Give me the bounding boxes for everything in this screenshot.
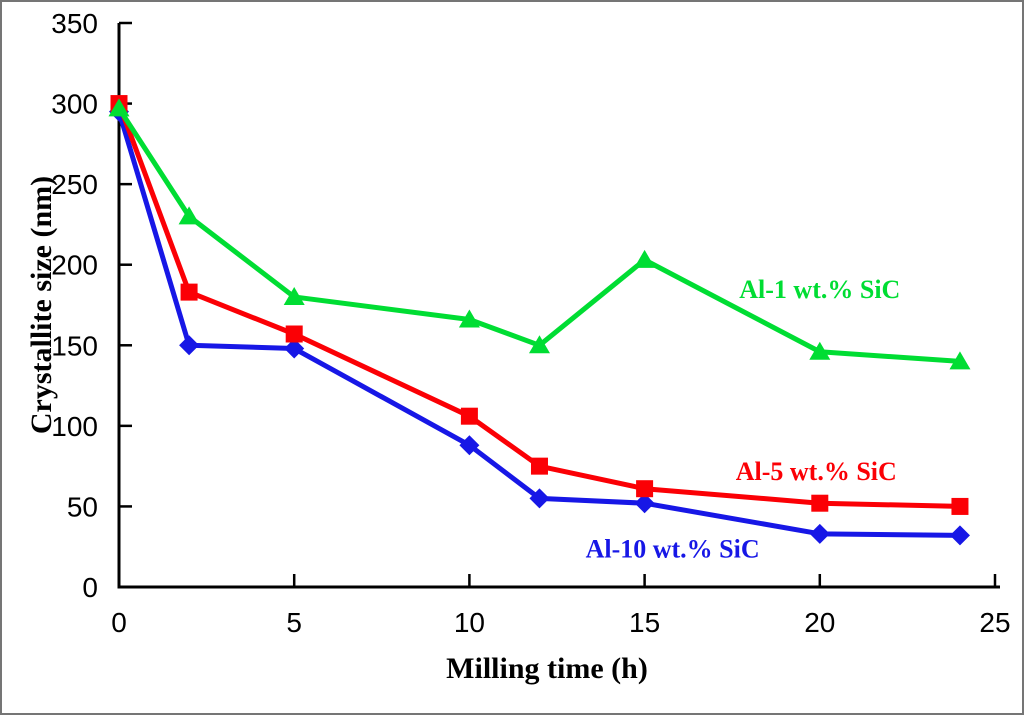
x-axis-title: Milling time (h) <box>446 652 648 685</box>
diamond-marker <box>809 523 830 544</box>
diamond-marker <box>949 525 970 546</box>
triangle-marker <box>809 341 831 360</box>
square-marker <box>285 325 303 343</box>
y-tick-label: 300 <box>51 89 98 120</box>
y-tick-label: 250 <box>51 169 98 200</box>
diamond-marker <box>459 435 480 456</box>
axes <box>117 23 1000 589</box>
x-tick-label: 25 <box>979 607 1010 638</box>
triangle-marker <box>458 309 480 328</box>
triangle-marker <box>949 351 971 370</box>
square-marker <box>811 494 829 512</box>
series-label: Al-10 wt.% SiC <box>586 534 760 563</box>
y-tick-label: 150 <box>51 330 98 361</box>
x-tick-label: 10 <box>454 607 485 638</box>
y-tick-label: 100 <box>51 411 98 442</box>
square-marker <box>460 407 478 425</box>
series-label: Al-1 wt.% SiC <box>739 275 900 304</box>
diamond-marker <box>529 488 550 509</box>
y-tick-label: 0 <box>82 572 98 603</box>
series-line-al-1-wt-sic <box>116 105 963 364</box>
y-tick-label: 200 <box>51 250 98 281</box>
triangle-marker <box>283 286 305 305</box>
square-marker <box>951 497 969 515</box>
series-line-al-10-wt-sic <box>116 109 963 538</box>
x-tick-label: 15 <box>629 607 660 638</box>
square-marker <box>636 480 654 498</box>
diamond-marker <box>634 493 655 514</box>
y-axis-title: Crystallite size (nm) <box>25 175 58 435</box>
y-tick-label: 50 <box>67 491 98 522</box>
x-tick-label: 0 <box>111 607 127 638</box>
x-tick-label: 5 <box>286 607 302 638</box>
x-tick-label: 20 <box>804 607 835 638</box>
triangle-marker <box>634 249 656 268</box>
y-tick-label: 350 <box>51 8 98 39</box>
series-label: Al-5 wt.% SiC <box>736 457 897 486</box>
square-marker <box>530 457 548 475</box>
square-marker <box>180 283 198 301</box>
diamond-marker <box>284 338 305 359</box>
series-line-al-5-wt-sic <box>116 101 963 509</box>
triangle-marker <box>178 206 200 225</box>
diamond-marker <box>179 335 200 356</box>
triangle-marker <box>108 98 130 117</box>
triangle-marker <box>528 335 550 354</box>
